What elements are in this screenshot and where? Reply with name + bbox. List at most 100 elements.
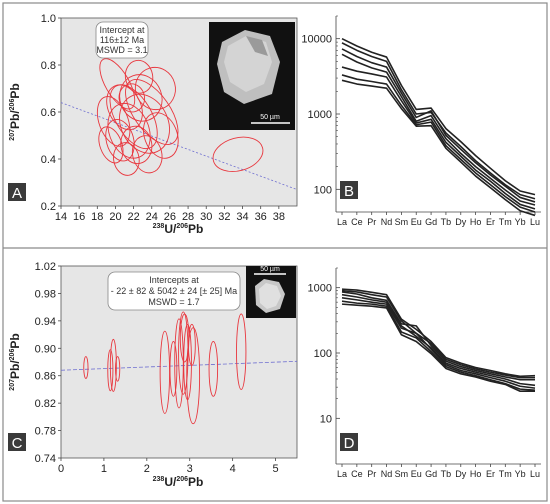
annotation-a-line2: 116±12 Ma — [100, 35, 144, 45]
x-tick-label-Tb: Tb — [441, 217, 452, 227]
panel-label-d-box — [340, 433, 358, 451]
y-tick-label: 0.94 — [35, 316, 56, 328]
panel-label-d: D — [344, 435, 355, 452]
x-tick-label-Yb: Yb — [515, 469, 526, 479]
ticks-b: La Ce Pr Nd Sm Eu Gd Tb Dy Ho Er Tm Yb Lu 10000 1000 100 — [301, 15, 540, 227]
ree-lines-b — [341, 37, 536, 217]
y-tick-label: 10000 — [301, 34, 332, 46]
x-tick-label: 0 — [58, 463, 64, 475]
x-tick-label-Dy: Dy — [455, 469, 466, 479]
panel-label-b-box — [340, 181, 358, 199]
y-tick-label: 0.98 — [35, 288, 56, 300]
panel-label-a: A — [12, 185, 22, 202]
x-tick-label: 32 — [218, 211, 230, 223]
error-ellipse — [208, 340, 219, 397]
xlabel-a: 238U/206Pb — [153, 222, 204, 236]
y-tick-label: 0.78 — [35, 426, 56, 438]
x-tick-label: 34 — [236, 211, 248, 223]
error-ellipse — [212, 136, 264, 172]
x-tick-label-Eu: Eu — [411, 217, 422, 227]
panel-label-c-box — [8, 433, 26, 451]
x-tick-label-Lu: Lu — [530, 469, 540, 479]
x-tick-label: 28 — [182, 211, 194, 223]
annotation-c-line2: - 22 ± 82 & 5042 ± 24 [± 25] Ma — [111, 286, 237, 296]
x-tick-label-Ho: Ho — [470, 217, 482, 227]
x-tick-label: 20 — [109, 211, 121, 223]
error-ellipse — [98, 126, 124, 164]
ylabel-a: 207Pb/206Pb — [8, 83, 22, 140]
xlabel-c: 238U/206Pb — [153, 475, 204, 489]
annotation-c-line1: Intercepts at — [149, 275, 199, 285]
x-tick-label: 16 — [73, 211, 85, 223]
panel-a: 14 16 18 20 22 24 26 28 30 32 34 36 38 0.2 0.4 0.6 0.8 1.… — [8, 13, 298, 236]
panel-label-b: B — [344, 183, 354, 200]
annotation-c-line3: MSWD = 1.7 — [148, 297, 199, 307]
error-ellipse — [119, 93, 170, 154]
error-ellipse — [118, 83, 146, 113]
y-tick-label: 0.4 — [41, 154, 56, 166]
panel-b: La Ce Pr Nd Sm Eu Gd Tb Dy Ho Er Tm Yb Lu 10000 1000 100… — [301, 15, 541, 227]
error-ellipse — [131, 135, 163, 174]
ticks-d: La Ce Pr Nd Sm Eu Gd Tb Dy Ho Er Tm Yb Lu 1000 100 10 — [308, 267, 540, 479]
x-tick-label-Er: Er — [486, 469, 495, 479]
x-tick-label-Er: Er — [486, 217, 495, 227]
error-ellipse — [115, 356, 121, 382]
discordia-line-a — [60, 102, 298, 190]
y-tick-label: 0.90 — [35, 343, 56, 355]
x-tick-label-La: La — [337, 217, 347, 227]
x-tick-label-Sm: Sm — [395, 217, 409, 227]
y-tick-label: 0.74 — [35, 453, 56, 465]
x-tick-label-Gd: Gd — [425, 217, 437, 227]
ticks-a: 14 16 18 20 22 24 26 28 30 32 34 36 38 0.2 0.4 0.6 0.8 1.… — [41, 13, 285, 223]
ree-series-line — [341, 74, 536, 213]
error-ellipse — [186, 327, 201, 425]
plot-d-area — [336, 268, 541, 464]
plot-b-area — [336, 16, 541, 212]
error-ellipse — [109, 338, 117, 392]
panel-label-a-box — [8, 183, 26, 201]
ree-series-line — [341, 53, 536, 206]
y-tick-label: 1.02 — [35, 261, 56, 273]
x-tick-label-Gd: Gd — [425, 469, 437, 479]
ylabel-c: 207Pb/206Pb — [8, 333, 22, 390]
x-tick-label-Pr: Pr — [367, 217, 376, 227]
x-tick-label: 2 — [144, 463, 150, 475]
error-ellipse — [143, 112, 179, 159]
ree-series-line — [341, 289, 535, 379]
ree-series-line — [341, 300, 536, 391]
ree-series-line — [341, 66, 536, 210]
y-tick-label: 1000 — [308, 283, 332, 295]
x-tick-label: 3 — [187, 463, 193, 475]
ellipses-a — [96, 58, 264, 176]
ree-series-line — [341, 303, 535, 393]
y-tick-label: 1000 — [308, 109, 332, 121]
x-tick-label-Nd: Nd — [381, 217, 393, 227]
x-tick-label: 18 — [91, 211, 103, 223]
ree-series-line — [341, 296, 536, 389]
ellipses-c — [83, 311, 247, 425]
panel-label-c: C — [12, 435, 23, 452]
x-tick-label-Ce: Ce — [351, 217, 363, 227]
zircon-image-a: 50 µm — [209, 22, 295, 130]
y-tick-label: 0.2 — [41, 201, 56, 213]
y-tick-label: 0.6 — [41, 107, 56, 119]
error-ellipse — [99, 58, 136, 110]
panel-c: 0 1 2 3 4 5 0.74 0.78 0.82 0.86 0.90 0.94 0.98 1.02 2… — [8, 261, 298, 489]
x-tick-label-Eu: Eu — [411, 469, 422, 479]
x-tick-label: 38 — [273, 211, 285, 223]
zircon-image-c: 50 µm — [246, 266, 296, 318]
annotation-a-line3: MSWD = 3.1 — [96, 45, 147, 55]
x-tick-label: 5 — [272, 463, 278, 475]
error-ellipse — [120, 125, 153, 165]
x-tick-label-Tb: Tb — [441, 469, 452, 479]
ree-series-line — [341, 79, 536, 217]
x-tick-label-Pr: Pr — [367, 469, 376, 479]
panel-d: La Ce Pr Nd Sm Eu Gd Tb Dy Ho Er Tm Yb Lu 1000 100 10 D — [308, 267, 541, 479]
ree-series-line — [341, 293, 536, 387]
x-tick-label-Tm: Tm — [499, 469, 512, 479]
annotation-box-c — [107, 271, 241, 311]
x-tick-label: 36 — [255, 211, 267, 223]
x-tick-label-Sm: Sm — [395, 469, 409, 479]
x-tick-label: 30 — [200, 211, 212, 223]
